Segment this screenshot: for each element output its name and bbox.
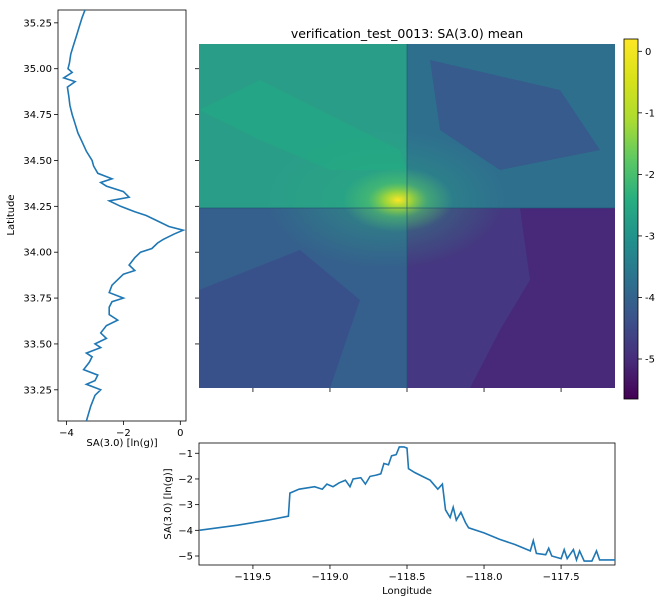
bottom-axes-frame [198, 442, 616, 566]
bottom-ytick-label: −3 [178, 500, 193, 511]
left-xtick-label: −4 [59, 428, 74, 439]
left-ytick-label: 35.00 [23, 64, 52, 75]
bottom-ylabel: SA(3.0) [ln(g)] [163, 468, 174, 539]
heatmap [199, 44, 615, 388]
bottom-xlabel: Longitude [382, 586, 432, 597]
bottom-xtick-label: −119.5 [234, 572, 271, 583]
colorbar-tick-label: -4 [645, 293, 655, 304]
left-ytick-label: 34.25 [23, 202, 52, 213]
bottom-xtick-label: −118.0 [466, 572, 503, 583]
left-axes-frame [57, 9, 187, 422]
left-xlabel: SA(3.0) [ln(g)] [86, 438, 157, 449]
heatmap-lowland-se [470, 208, 615, 388]
colorbar-tick-label: -3 [645, 231, 655, 242]
left-ytick-label: 34.00 [23, 248, 52, 259]
left-ylabel: Latitude [6, 194, 17, 235]
longitude-profile-line [199, 446, 615, 563]
left-xtick-label: −2 [116, 428, 131, 439]
latitude-profile-line [61, 10, 186, 421]
bottom-xtick-label: −117.5 [543, 572, 580, 583]
bottom-ytick-label: −5 [178, 552, 193, 563]
left-ytick-label: 35.25 [23, 18, 52, 29]
heatmap-ridge-ne [430, 60, 600, 170]
colorbar-ticks: -5 -4 -3 -2 -1 0 [638, 47, 655, 366]
bottom-ytick-label: −4 [178, 526, 193, 537]
colorbar-tick-label: -2 [645, 170, 655, 181]
bottom-ytick-label: −1 [178, 449, 193, 460]
heatmap-lowland-sw [199, 250, 360, 388]
left-ytick-label: 33.25 [23, 385, 52, 396]
colorbar-tick-label: -5 [645, 355, 655, 366]
bottom-xtick-label: −119.0 [311, 572, 348, 583]
colorbar-tick-label: 0 [645, 47, 651, 58]
left-ytick-label: 34.50 [23, 156, 52, 167]
map-title: verification_test_0013: SA(3.0) mean [291, 26, 523, 41]
left-ytick-label: 34.75 [23, 110, 52, 121]
heatmap-peak [343, 168, 453, 232]
map-ticks [195, 68, 562, 392]
bottom-ytick-label: −2 [178, 474, 193, 485]
left-ytick-label: 33.75 [23, 294, 52, 305]
colorbar [623, 38, 639, 400]
left-xtick-label: 0 [177, 428, 183, 439]
left-ticks: −4 −2 0 33.25 33.50 33.75 34.00 34.25 34.50 34.75… [23, 18, 183, 439]
bottom-xtick-label: −118.5 [388, 572, 425, 583]
bottom-ticks: −119.5 −119.0 −118.5 −118.0 −117.5 −5 −4 −3 −2 −1 [178, 449, 579, 583]
colorbar-tick-label: -1 [645, 108, 655, 119]
left-ytick-label: 33.50 [23, 339, 52, 350]
